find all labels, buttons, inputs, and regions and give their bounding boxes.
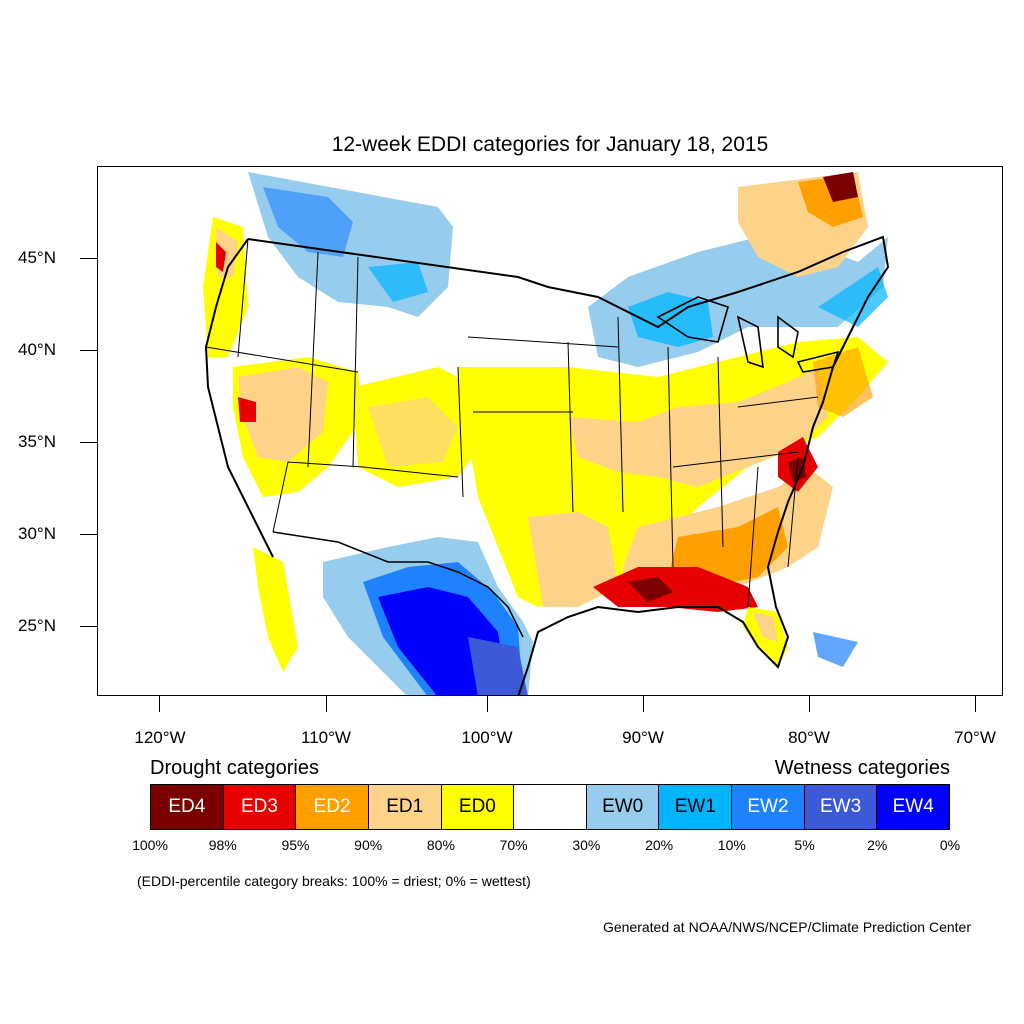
lon-label-120w: 120°W <box>134 728 186 747</box>
lon-label-70w: 70°W <box>954 728 996 747</box>
lat-tick <box>80 350 97 351</box>
credit-line: Generated at NOAA/NWS/NCEP/Climate Predi… <box>602 919 971 935</box>
legend-swatch-ew0: EW0 <box>586 785 660 829</box>
lat-label-30: 30°N <box>18 524 56 543</box>
dry-region-gulf-darkred <box>628 577 673 602</box>
percentile-break: 5% <box>794 837 815 853</box>
lon-tick <box>809 696 810 712</box>
legend-swatch-ed1: ED1 <box>368 785 442 829</box>
wet-region-florida-keys <box>813 632 858 667</box>
lat-tick <box>80 626 97 627</box>
legend-swatch-ed3: ED3 <box>223 785 297 829</box>
percentile-break: 90% <box>354 837 383 853</box>
dry-region-nevada-red <box>238 397 256 422</box>
dry-region-midwest-orange <box>568 367 828 487</box>
lat-label-45: 45°N <box>18 248 56 267</box>
lat-tick <box>80 442 97 443</box>
wetness-regions <box>248 172 888 695</box>
wet-region-northwest-core2 <box>368 262 428 302</box>
dry-region-texas-orange <box>528 512 618 607</box>
dry-region-baja <box>253 547 298 672</box>
state-lines <box>205 238 819 608</box>
lon-tick <box>487 696 488 712</box>
percentile-break: 0% <box>939 837 961 853</box>
lat-tick <box>80 534 97 535</box>
map-panel <box>97 166 1003 696</box>
lon-tick <box>326 696 327 712</box>
lon-tick <box>159 696 160 712</box>
percentile-break: 95% <box>281 837 310 853</box>
great-lakes <box>656 296 840 373</box>
legend-swatch-ed2: ED2 <box>296 785 369 829</box>
percentile-break: 100% <box>132 837 168 853</box>
lon-tick <box>643 696 644 712</box>
dry-region-pacific-red <box>216 242 226 272</box>
category-legend: ED4 ED3 ED2 ED1 ED0 EW0 EW1 EW2 EW3 EW4 <box>150 784 950 830</box>
dry-region-mid-atlantic <box>813 347 873 417</box>
lon-label-110w: 110°W <box>301 728 351 747</box>
percentile-break: 98% <box>208 837 237 853</box>
dry-region-florida-core <box>753 612 778 642</box>
wetness-heading: Wetness categories <box>774 757 950 779</box>
drought-regions <box>203 172 888 672</box>
lon-label-100w: 100°W <box>461 728 513 747</box>
wet-region-southwest-edge <box>468 637 528 695</box>
boundaries <box>204 235 890 695</box>
lat-label-35: 35°N <box>18 432 56 451</box>
dry-region-pacific-coast <box>203 217 248 357</box>
legend-swatch-ew1: EW1 <box>659 785 733 829</box>
map-title: 12-week EDDI categories for January 18, … <box>331 133 769 156</box>
percentile-break: 10% <box>717 837 746 853</box>
lon-label-80w: 80°W <box>788 728 830 747</box>
legend-swatch-ew3: EW3 <box>804 785 878 829</box>
legend-swatch-ew2: EW2 <box>732 785 805 829</box>
legend-swatch-ed0: ED0 <box>441 785 515 829</box>
dry-region-gulf-red <box>593 567 758 612</box>
percentile-break: 20% <box>645 837 674 853</box>
drought-heading: Drought categories <box>150 757 319 779</box>
lon-label-90w: 90°W <box>622 728 664 747</box>
legend-swatch-ew4: EW4 <box>877 785 950 829</box>
eddi-map <box>203 172 890 695</box>
wet-region-new-england <box>818 267 888 327</box>
us-outline <box>247 235 890 695</box>
dry-region-great-basin-core <box>238 367 328 462</box>
lon-tick <box>975 696 976 712</box>
percentile-break: 30% <box>572 837 601 853</box>
percentile-break: 80% <box>426 837 455 853</box>
lat-label-25: 25°N <box>18 616 56 635</box>
percentile-break: 2% <box>867 837 888 853</box>
dry-region-four-corners-core <box>368 397 458 467</box>
category-note: (EDDI-percentile category breaks: 100% =… <box>137 873 531 889</box>
legend-swatch-ed4: ED4 <box>151 785 224 829</box>
wet-region-northwest-core <box>263 187 353 257</box>
dry-region-northeast-darkred <box>823 172 858 202</box>
lat-label-40: 40°N <box>18 340 56 359</box>
lat-tick <box>80 258 97 259</box>
percentile-break: 70% <box>499 837 528 853</box>
legend-swatch-neutral <box>514 785 587 829</box>
mexico-border <box>272 531 524 638</box>
west-coast <box>204 238 274 558</box>
